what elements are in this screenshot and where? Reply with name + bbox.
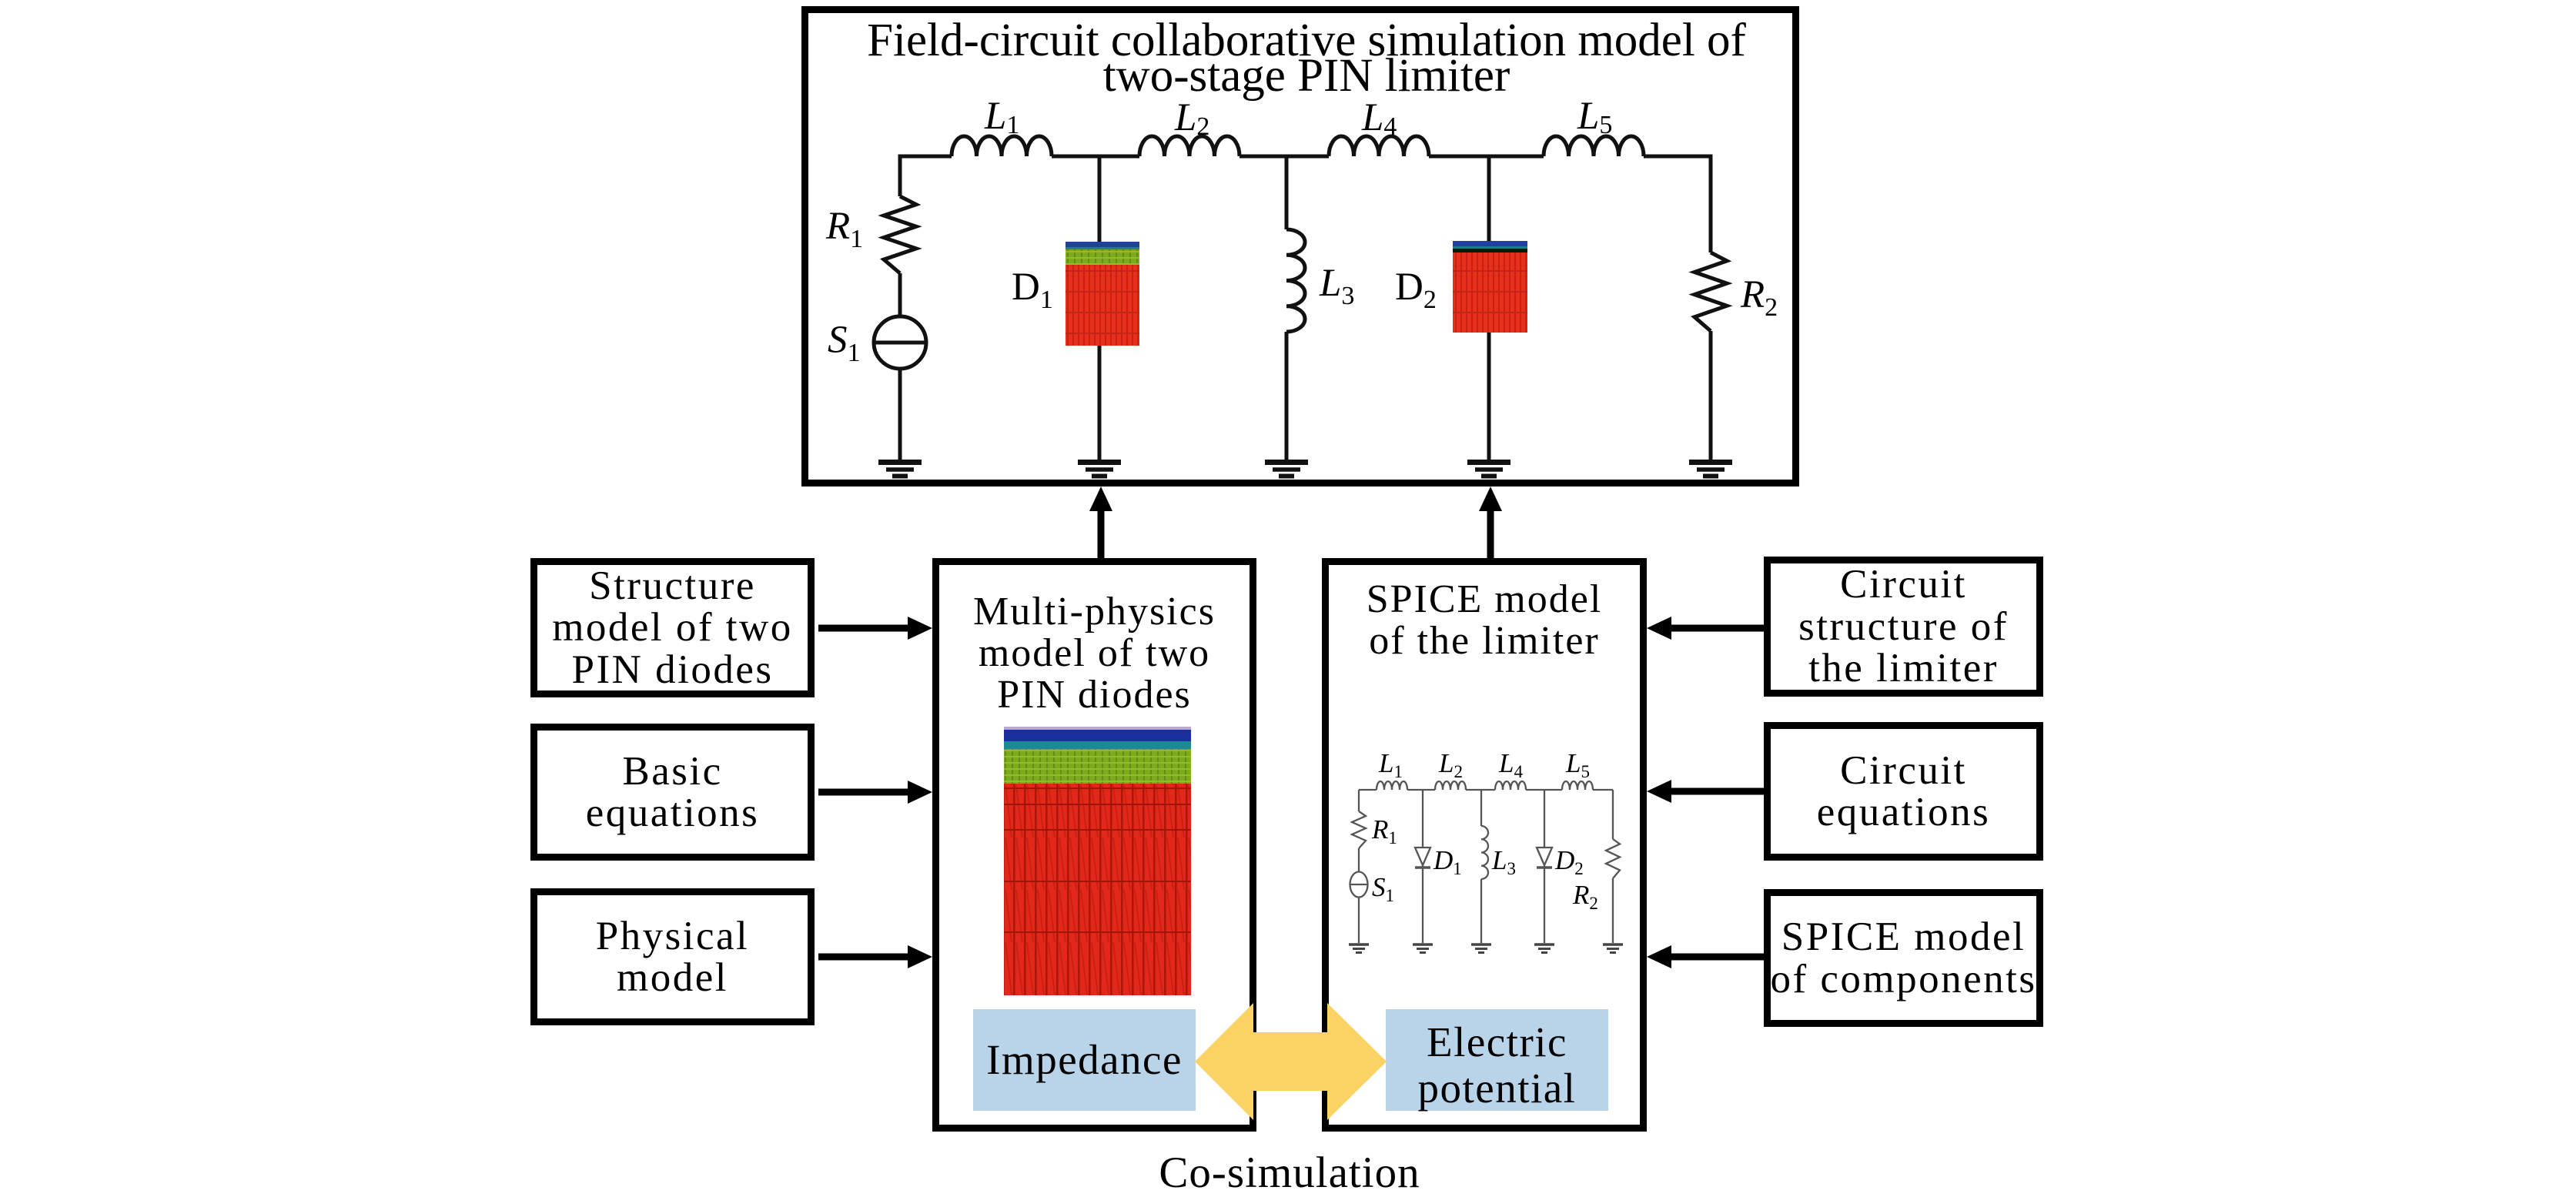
svg-text:L4: L4 [1498,748,1523,781]
svg-text:L2: L2 [1174,96,1209,141]
svg-text:L1: L1 [984,95,1019,139]
svg-text:L3: L3 [1319,262,1354,310]
svg-text:D1: D1 [1433,845,1462,878]
svg-text:L3: L3 [1491,845,1516,878]
svg-text:R2: R2 [1572,880,1598,913]
svg-text:L2: L2 [1438,748,1463,781]
svg-text:D2: D2 [1554,845,1584,878]
svg-text:L4: L4 [1361,96,1397,141]
svg-text:Field-circuit collaborative si: Field-circuit collaborative simulation m… [867,15,1746,66]
svg-text:R1: R1 [825,205,863,253]
svg-text:S1: S1 [828,319,861,367]
svg-text:D1: D1 [1012,266,1053,314]
svg-text:S1: S1 [1372,872,1394,905]
svg-text:R1: R1 [1371,814,1397,848]
svg-text:L1: L1 [1378,748,1403,781]
svg-text:R2: R2 [1740,273,1778,322]
svg-text:two-stage PIN limiter: two-stage PIN limiter [1103,50,1510,102]
svg-text:D2: D2 [1395,266,1437,314]
svg-text:L5: L5 [1577,95,1612,139]
svg-text:L5: L5 [1565,748,1590,781]
